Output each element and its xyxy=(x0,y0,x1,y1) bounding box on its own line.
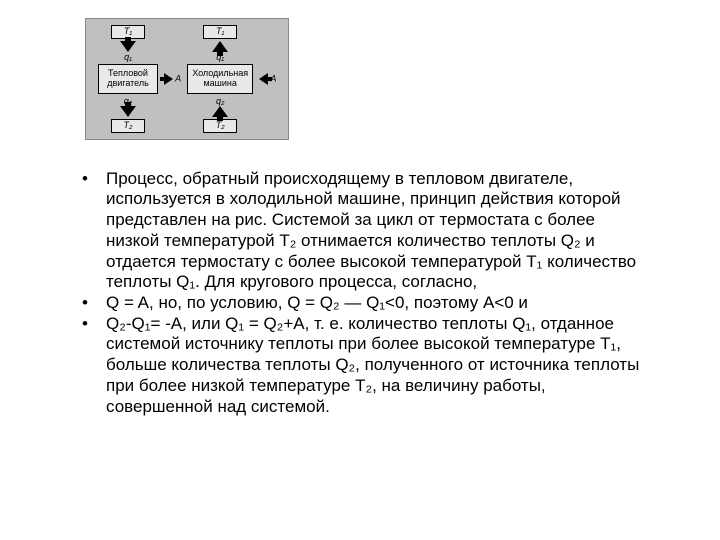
heat-engine-box: Тепловойдвигатель xyxy=(98,64,158,94)
left-q1-arrow xyxy=(120,41,136,52)
bullet-3: Q₂-Q₁= -A, или Q₁ = Q₂+A, т. е. количест… xyxy=(70,314,650,418)
work-out-arrow xyxy=(164,73,173,85)
right-q1-arrow xyxy=(212,41,228,52)
bullet-1: Процесс, обратный происходящему в теплов… xyxy=(70,169,650,293)
work-in-arrow xyxy=(259,73,268,85)
refrigerator-box: Холодильнаямашина xyxy=(187,64,253,94)
diagram-container: T₁ T₁ q₁ q₁ Тепловойдвигатель A Холодиль… xyxy=(0,0,720,145)
right-q2-arrow xyxy=(212,106,228,117)
slide-body: Процесс, обратный происходящему в теплов… xyxy=(0,169,720,438)
bullet-list: Процесс, обратный происходящему в теплов… xyxy=(70,169,650,418)
thermodynamic-diagram: T₁ T₁ q₁ q₁ Тепловойдвигатель A Холодиль… xyxy=(85,18,289,140)
right-hot-reservoir: T₁ xyxy=(203,25,237,39)
left-cold-reservoir: T₂ xyxy=(111,119,145,133)
bullet-2: Q = A, но, по условию, Q = Q₂ — Q₁<0, по… xyxy=(70,293,650,314)
right-cold-reservoir: T₂ xyxy=(203,119,237,133)
left-q2-arrow xyxy=(120,106,136,117)
